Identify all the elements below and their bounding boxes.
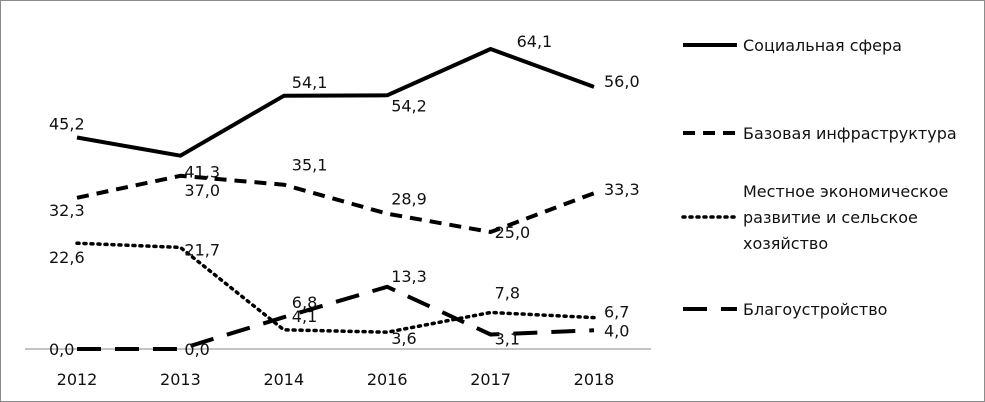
x-tick-label-2012: 2012 [57,370,98,389]
legend-label-1: Социальная сфера [743,36,902,55]
data-label-3-2012: 22,6 [49,248,85,267]
x-tick-label-2016: 2016 [367,370,408,389]
x-tick-label-2013: 2013 [160,370,201,389]
data-label-1-2016: 54,2 [391,96,427,115]
data-label-3-2016: 3,6 [391,329,416,348]
data-label-1-2013: 41,3 [184,163,220,182]
data-label-2-2013: 37,0 [184,181,220,200]
x-tick-label-2018: 2018 [574,370,615,389]
data-label-2-2017: 25,0 [495,223,531,242]
series-line-3 [75,241,596,334]
data-label-3-2018: 6,7 [604,303,629,322]
legend-label-2: Базовая инфраструктура [743,124,957,143]
legend-label-3-line-1: Местное экономическое [743,182,948,201]
series-line-1 [76,47,595,158]
data-label-4-2018: 4,0 [604,321,629,340]
legend-label-3-line-2: развитие и сельское [743,208,918,227]
x-tick-label-2014: 2014 [263,370,304,389]
data-label-4-2012: 0,0 [49,340,74,359]
data-label-2-2016: 28,9 [391,190,427,209]
data-label-4-2014: 6,8 [292,293,317,312]
data-label-1-2018: 56,0 [604,72,640,91]
data-label-3-2013: 21,7 [184,240,220,259]
legend-label-4: Благоустройство [743,300,887,319]
data-label-3-2017: 7,8 [495,283,520,302]
x-tick-label-2017: 2017 [470,370,511,389]
data-label-4-2013: 0,0 [184,340,209,359]
data-label-2-2014: 35,1 [292,156,328,175]
series-line-4 [77,284,595,351]
data-label-3-2014: 4,1 [292,307,317,326]
legend-label-3-line-3: хозяйство [743,234,828,253]
data-label-1-2014: 54,1 [292,73,328,92]
data-label-4-2017: 3,1 [495,329,520,348]
data-label-2-2012: 32,3 [49,201,85,220]
data-label-1-2017: 64,1 [517,32,553,51]
data-label-1-2012: 45,2 [49,114,85,133]
series-line-2 [76,173,595,234]
data-label-2-2018: 33,3 [604,180,640,199]
data-label-4-2016: 13,3 [391,267,427,286]
